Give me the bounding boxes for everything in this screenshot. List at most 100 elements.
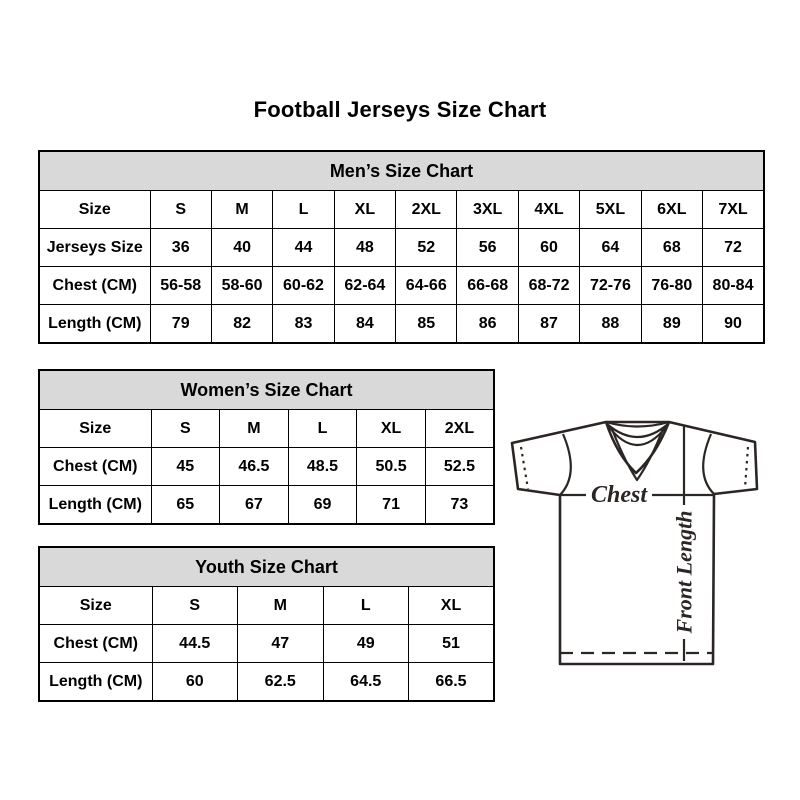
- table-cell: 65: [150, 485, 221, 525]
- table-cell: 64-66: [395, 266, 458, 305]
- table-cell: 60: [517, 228, 581, 267]
- table-cell: M: [237, 586, 324, 625]
- youth-table-title: Youth Size Chart: [38, 546, 495, 587]
- table-cell: 64.5: [322, 662, 409, 702]
- table-row: Chest (CM) 45 46.5 48.5 50.5 52.5: [38, 447, 495, 486]
- table-cell: L: [322, 586, 409, 625]
- table-cell: 66-68: [456, 266, 519, 305]
- vneck-inner-line: [610, 428, 665, 482]
- table-cell: 56: [456, 228, 519, 267]
- row-label: Length (CM): [38, 485, 152, 525]
- table-cell: 3XL: [456, 190, 519, 229]
- table-cell: 68-72: [517, 266, 581, 305]
- table-cell: 62.5: [237, 662, 324, 702]
- table-cell: M: [219, 409, 289, 448]
- table-cell: 84: [333, 304, 397, 344]
- table-row: Length (CM) 65 67 69 71 73: [38, 485, 495, 525]
- row-label: Jerseys Size: [38, 228, 151, 267]
- table-cell: 82: [210, 304, 274, 344]
- mens-table-title: Men’s Size Chart: [38, 150, 765, 191]
- table-cell: 67: [219, 485, 289, 525]
- row-label: Size: [38, 409, 152, 448]
- right-sleeve-hem-dotted-line: [743, 446, 750, 489]
- table-cell: 47: [237, 624, 324, 663]
- table-cell: L: [272, 190, 335, 229]
- row-label: Size: [38, 586, 153, 625]
- row-label: Chest (CM): [38, 266, 151, 305]
- row-label: Size: [38, 190, 151, 229]
- table-cell: XL: [408, 586, 495, 625]
- table-cell: 48: [333, 228, 397, 267]
- jersey-measurement-diagram: Chest Front Length: [510, 420, 759, 666]
- youth-size-table: Youth Size Chart Size S M L XL Chest (CM) 44.5 4…: [38, 546, 495, 702]
- table-cell: 6XL: [640, 190, 704, 229]
- table-cell: 50.5: [356, 447, 426, 486]
- right-armhole-seam: [702, 433, 715, 495]
- table-cell: 87: [517, 304, 581, 344]
- page-title: Football Jerseys Size Chart: [253, 97, 547, 122]
- table-cell: 62-64: [333, 266, 397, 305]
- table-cell: 79: [149, 304, 212, 344]
- table-cell: 44.5: [151, 624, 238, 663]
- table-cell: 58-60: [210, 266, 274, 305]
- table-cell: L: [287, 409, 358, 448]
- table-cell: 76-80: [640, 266, 704, 305]
- table-cell: 40: [210, 228, 274, 267]
- table-cell: 5XL: [579, 190, 642, 229]
- table-cell: 46.5: [219, 447, 289, 486]
- row-label: Length (CM): [38, 662, 153, 702]
- left-sleeve-hem-dotted-line: [519, 446, 530, 490]
- table-cell: 90: [702, 304, 765, 344]
- table-cell: 48.5: [287, 447, 358, 486]
- vneck-outer-line: [604, 421, 671, 475]
- table-cell: 89: [640, 304, 704, 344]
- table-cell: 66.5: [408, 662, 495, 702]
- womens-table-title: Women’s Size Chart: [38, 369, 495, 410]
- table-cell: S: [151, 586, 238, 625]
- table-cell: 85: [395, 304, 458, 344]
- table-cell: M: [210, 190, 274, 229]
- table-cell: 45: [150, 447, 221, 486]
- table-row: Size S M L XL 2XL 3XL 4XL 5XL 6XL 7XL: [38, 190, 765, 229]
- table-cell: 52.5: [424, 447, 495, 486]
- front-length-label: Front Length: [672, 511, 697, 635]
- table-cell: 49: [322, 624, 409, 663]
- table-cell: 2XL: [395, 190, 458, 229]
- mens-size-table: Men’s Size Chart Size S M L XL 2XL 3XL 4XL 5XL 6XL…: [38, 150, 765, 344]
- youth-header-row: Youth Size Chart: [38, 546, 495, 587]
- collar-top-edge: [605, 420, 670, 428]
- table-row: Length (CM) 60 62.5 64.5 66.5: [38, 662, 495, 702]
- table-cell: 73: [424, 485, 495, 525]
- table-cell: 64: [579, 228, 642, 267]
- table-cell: 80-84: [702, 266, 765, 305]
- mens-header-row: Men’s Size Chart: [38, 150, 765, 191]
- table-cell: S: [150, 409, 221, 448]
- table-row: Jerseys Size 36 40 44 48 52 56 60 64 68 72: [38, 228, 765, 267]
- table-cell: 60: [151, 662, 238, 702]
- table-cell: 83: [272, 304, 335, 344]
- womens-header-row: Women’s Size Chart: [38, 369, 495, 410]
- table-cell: 7XL: [702, 190, 765, 229]
- table-cell: 60-62: [272, 266, 335, 305]
- table-cell: S: [149, 190, 212, 229]
- table-cell: 51: [408, 624, 495, 663]
- table-cell: 72: [702, 228, 765, 267]
- table-cell: 68: [640, 228, 704, 267]
- table-row: Length (CM) 79 82 83 84 85 86 87 88 89 90: [38, 304, 765, 344]
- row-label: Chest (CM): [38, 447, 152, 486]
- table-cell: XL: [333, 190, 397, 229]
- table-cell: 56-58: [149, 266, 212, 305]
- table-cell: 4XL: [517, 190, 581, 229]
- collar-ribbing-curve-1: [606, 423, 669, 438]
- table-cell: 2XL: [424, 409, 495, 448]
- table-cell: XL: [356, 409, 426, 448]
- table-row: Chest (CM) 44.5 47 49 51: [38, 624, 495, 663]
- table-cell: 52: [395, 228, 458, 267]
- row-label: Chest (CM): [38, 624, 153, 663]
- chest-label: Chest: [591, 482, 648, 508]
- table-cell: 72-76: [579, 266, 642, 305]
- row-label: Length (CM): [38, 304, 151, 344]
- jersey-outline: [510, 420, 759, 666]
- womens-size-table: Women’s Size Chart Size S M L XL 2XL Chest (CM)…: [38, 369, 495, 525]
